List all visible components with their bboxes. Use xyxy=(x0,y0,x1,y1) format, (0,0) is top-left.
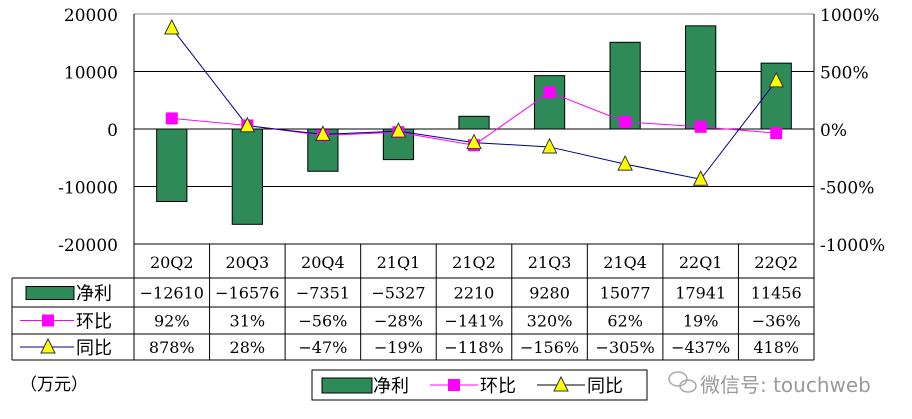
table-cell: 17941 xyxy=(675,284,726,303)
bar-20Q2 xyxy=(156,128,188,203)
marker-qoq xyxy=(543,86,556,99)
legend-key-square xyxy=(448,379,460,391)
bar-21Q3 xyxy=(533,75,566,130)
watermark: 微信号: touchweb xyxy=(668,371,871,397)
marker-yoy xyxy=(466,133,482,150)
table-cell: 62% xyxy=(607,312,643,331)
table-cell: 878% xyxy=(149,338,195,357)
marker-yoy xyxy=(692,170,709,186)
table-header-22Q1: 22Q1 xyxy=(679,253,723,272)
marker-yoy xyxy=(541,137,558,154)
table-row-label: 环比 xyxy=(76,312,112,333)
left-axis-tick-label: 10000 xyxy=(64,64,118,84)
marker-yoy xyxy=(768,71,785,88)
table-header-20Q3: 20Q3 xyxy=(226,253,270,272)
table-header-21Q1: 21Q1 xyxy=(377,253,421,272)
key-square xyxy=(42,314,54,327)
legend-label: 环比 xyxy=(480,376,516,397)
table-cell: −141% xyxy=(444,312,503,331)
table-header-21Q3: 21Q3 xyxy=(528,253,572,272)
unit-label: （万元） xyxy=(20,375,88,395)
marker-yoy xyxy=(163,18,180,35)
key-bar xyxy=(25,286,75,300)
table-cell: −56% xyxy=(298,312,347,331)
left-axis-tick-label: 0 xyxy=(107,121,118,141)
table-cell: −5327 xyxy=(371,284,425,303)
table-header-20Q4: 20Q4 xyxy=(301,253,345,272)
table-cell: −19% xyxy=(374,338,423,357)
table-cell: −7351 xyxy=(296,284,350,303)
table-cell: 19% xyxy=(683,312,719,331)
legend-key-triangle xyxy=(553,375,569,392)
key-triangle xyxy=(40,337,56,354)
table-cell: −156% xyxy=(520,338,579,357)
marker-yoy xyxy=(617,154,633,171)
wechat-icon xyxy=(668,371,697,393)
left-axis-tick-label: -10000 xyxy=(58,179,118,199)
marker-yoy xyxy=(390,122,407,138)
marker-qoq xyxy=(165,112,178,125)
table-row-label: 净利 xyxy=(76,284,112,305)
table-cell: −16576 xyxy=(215,284,279,303)
right-axis-tick-label: 0% xyxy=(820,121,847,141)
table-cell: 320% xyxy=(527,312,573,331)
marker-qoq xyxy=(770,127,783,140)
table-cell: 92% xyxy=(154,312,190,331)
table-row-label: 同比 xyxy=(76,338,112,359)
legend-key-bar xyxy=(321,377,373,394)
right-axis-tick-label: 500% xyxy=(820,64,869,84)
legend: 净利 环比 同比 xyxy=(311,369,648,401)
bar-22Q2 xyxy=(760,62,792,130)
marker-yoy xyxy=(315,125,331,141)
watermark-text: 微信号: touchweb xyxy=(700,373,871,397)
right-axis-tick-label: 1000% xyxy=(820,6,879,26)
table-cell: −12610 xyxy=(140,284,204,303)
table-header-20Q2: 20Q2 xyxy=(150,253,194,272)
table-cell: −437% xyxy=(671,338,730,357)
bar-21Q2 xyxy=(458,115,490,130)
right-axis-tick-label: -1000% xyxy=(820,236,885,256)
table-header-22Q2: 22Q2 xyxy=(754,253,798,272)
legend-label: 同比 xyxy=(587,376,623,397)
table-cell: 15077 xyxy=(600,284,651,303)
left-axis-tick-label: 20000 xyxy=(64,6,118,26)
table-cell: 11456 xyxy=(751,284,802,303)
table-cell: −118% xyxy=(444,338,503,357)
table-cell: 418% xyxy=(753,338,799,357)
bar-22Q1 xyxy=(685,25,717,130)
table-cell: 28% xyxy=(230,338,266,357)
left-axis-tick-label: -20000 xyxy=(58,236,118,256)
table-cell: −305% xyxy=(596,338,655,357)
right-axis-tick-label: -500% xyxy=(820,179,874,199)
bar-21Q4 xyxy=(609,41,641,130)
table-cell: −47% xyxy=(298,338,347,357)
table-header-21Q2: 21Q2 xyxy=(452,253,496,272)
table-cell: 31% xyxy=(230,312,266,331)
marker-yoy xyxy=(239,116,256,133)
bar-20Q3 xyxy=(231,128,263,225)
table-cell: 2210 xyxy=(454,284,495,303)
marker-qoq xyxy=(619,115,632,128)
table-header-21Q4: 21Q4 xyxy=(603,253,647,272)
legend-label: 净利 xyxy=(373,376,409,397)
marker-qoq xyxy=(694,120,707,133)
table-cell: −36% xyxy=(752,312,801,331)
table-cell: −28% xyxy=(374,312,423,331)
table-cell: 9280 xyxy=(529,284,570,303)
